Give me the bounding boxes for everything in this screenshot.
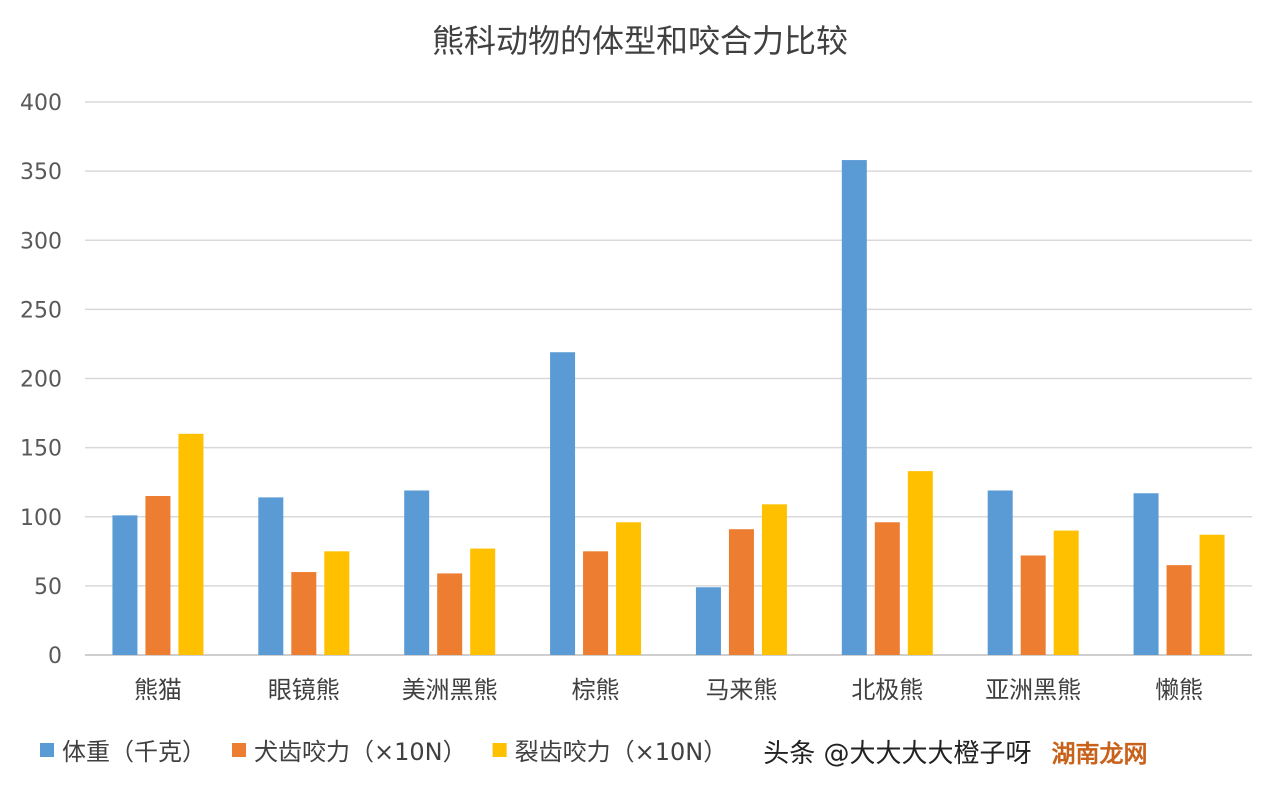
- y-tick-label: 0: [48, 644, 62, 669]
- bar-3-4: [616, 522, 642, 655]
- bar-2-8: [1166, 565, 1192, 655]
- x-tick-label: 马来熊: [705, 676, 777, 704]
- y-axis: 0 50 100 150 200 250 300 350 400: [20, 91, 62, 669]
- bar-3-3: [470, 548, 496, 655]
- x-tick-label: 懒熊: [1155, 676, 1203, 704]
- bar-2-5: [728, 529, 754, 655]
- y-tick-label: 400: [20, 91, 62, 116]
- bar-2-2: [291, 572, 317, 655]
- legend-swatch: [492, 743, 507, 757]
- bar-2-4: [583, 551, 609, 655]
- y-tick-label: 150: [20, 437, 62, 462]
- bar-2-3: [437, 573, 463, 655]
- bar-3-2: [324, 551, 350, 655]
- watermark-site: 湖南龙网: [1051, 740, 1147, 768]
- bars: [112, 160, 1225, 655]
- x-tick-label: 北极熊: [851, 676, 923, 704]
- legend-label: 裂齿咬力（×10N）: [515, 738, 728, 766]
- bar-1-5: [695, 587, 721, 655]
- legend-swatch: [232, 743, 246, 757]
- bar-1-3: [404, 490, 430, 655]
- bar-3-1: [178, 433, 204, 655]
- bar-2-7: [1020, 555, 1046, 655]
- y-tick-label: 100: [20, 506, 62, 531]
- legend-label: 犬齿咬力（×10N）: [254, 738, 467, 766]
- y-tick-label: 200: [20, 368, 62, 393]
- y-tick-label: 300: [20, 229, 62, 254]
- legend-swatch: [40, 743, 54, 757]
- y-tick-label: 250: [20, 298, 62, 323]
- x-tick-label: 棕熊: [572, 676, 620, 704]
- bar-1-6: [841, 160, 867, 655]
- x-tick-label: 美洲黑熊: [402, 676, 498, 704]
- bar-1-4: [550, 352, 576, 655]
- bar-3-8: [1199, 534, 1225, 655]
- bar-2-1: [145, 496, 171, 655]
- x-tick-label: 熊猫: [134, 676, 182, 704]
- bar-1-2: [258, 497, 284, 655]
- x-tick-label: 亚洲黑熊: [985, 676, 1081, 704]
- bar-1-8: [1133, 493, 1159, 655]
- bar-3-6: [907, 471, 933, 655]
- bar-2-6: [874, 522, 900, 655]
- y-tick-label: 350: [20, 160, 62, 185]
- x-tick-label: 眼镜熊: [268, 676, 340, 704]
- bar-1-7: [987, 490, 1013, 655]
- bar-1-1: [112, 515, 138, 655]
- x-axis: 熊猫 眼镜熊 美洲黑熊 棕熊 马来熊 北极熊 亚洲黑熊 懒熊: [134, 676, 1203, 704]
- bar-3-5: [761, 504, 787, 655]
- bar-3-7: [1053, 530, 1079, 655]
- legend-label: 体重（千克）: [62, 738, 206, 766]
- watermark-text: 头条 @大大大大橙子呀: [763, 739, 1031, 769]
- chart-title: 熊科动物的体型和咬合力比较: [432, 22, 848, 60]
- legend: 体重（千克） 犬齿咬力（×10N） 裂齿咬力（×10N）: [40, 738, 727, 766]
- y-tick-label: 50: [34, 575, 62, 600]
